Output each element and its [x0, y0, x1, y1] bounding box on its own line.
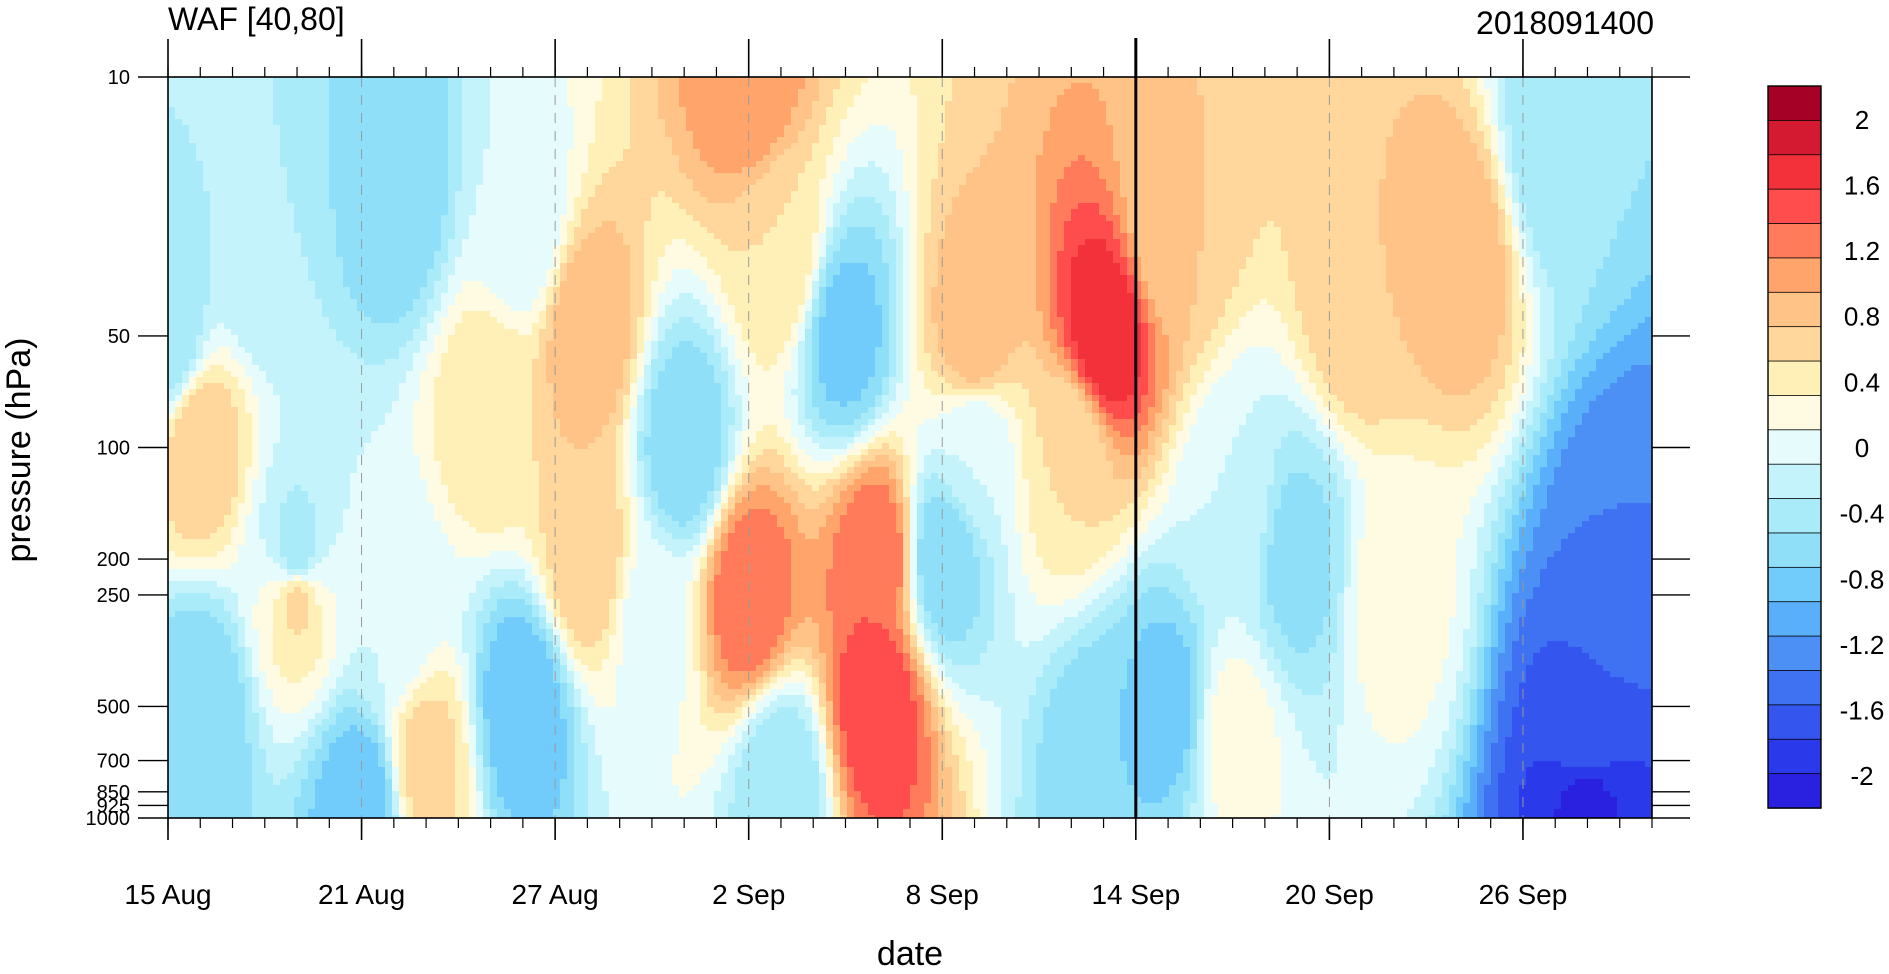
y-tick-label: 250 [97, 585, 130, 607]
y-tick-label: 100 [97, 438, 130, 460]
colorbar-swatch [1768, 292, 1821, 327]
y-tick-label: 700 [97, 751, 130, 773]
colorbar-swatch [1768, 739, 1821, 774]
y-tick-label: 10 [108, 67, 130, 89]
y-tick-label: 1000 [86, 808, 131, 830]
colorbar-swatch [1768, 774, 1821, 809]
chart-title: WAF [40,80] [168, 1, 345, 37]
y-tick-label: 500 [97, 696, 130, 718]
colorbar-tick-label: -2 [1850, 761, 1873, 791]
colorbar-tick-label: -0.4 [1840, 499, 1885, 529]
colorbar-swatch [1768, 567, 1821, 602]
colorbar-tick-label: 2 [1855, 105, 1869, 135]
colorbar-swatch [1768, 499, 1821, 534]
x-tick-label: 21 Aug [318, 879, 405, 910]
colorbar-swatch [1768, 705, 1821, 740]
colorbar-swatch [1768, 670, 1821, 705]
colorbar-tick-label: 1.2 [1844, 236, 1880, 266]
y-tick-label: 50 [108, 326, 130, 348]
x-tick-label: 27 Aug [512, 879, 599, 910]
colorbar-tick-label: 0.4 [1844, 367, 1880, 397]
colorbar-tick-label: 1.6 [1844, 170, 1880, 200]
colorbar-swatch [1768, 189, 1821, 224]
colorbar-swatch [1768, 602, 1821, 637]
y-axis-label: pressure (hPa) [0, 338, 38, 563]
colorbar-swatch [1768, 327, 1821, 362]
colorbar-tick-label: 0.8 [1844, 302, 1880, 332]
colorbar-tick-label: -1.2 [1840, 630, 1885, 660]
x-tick-label: 15 Aug [124, 879, 211, 910]
colorbar-swatch [1768, 636, 1821, 671]
x-tick-label: 20 Sep [1285, 879, 1374, 910]
x-tick-label: 8 Sep [906, 879, 979, 910]
colorbar-swatch [1768, 155, 1821, 190]
colorbar-swatch [1768, 533, 1821, 568]
colorbar-swatch [1768, 395, 1821, 430]
colorbar-tick-label: -0.8 [1840, 564, 1885, 594]
colorbar-tick-label: 0 [1855, 433, 1869, 463]
colorbar-swatch [1768, 120, 1821, 155]
colorbar-swatch [1768, 258, 1821, 293]
x-tick-label: 26 Sep [1479, 879, 1568, 910]
colorbar-swatch [1768, 430, 1821, 465]
x-axis-label: date [877, 935, 943, 969]
colorbar-swatch [1768, 224, 1821, 259]
y-tick-label: 200 [97, 549, 130, 571]
x-tick-label: 14 Sep [1091, 879, 1180, 910]
colorbar-tick-label: -1.6 [1840, 696, 1885, 726]
contour-field [168, 77, 1653, 822]
chart-subtitle-right: 2018091400 [1476, 5, 1654, 41]
x-tick-label: 2 Sep [712, 879, 785, 910]
colorbar: 2 1.6 1.2 0.8 0.4 0 -0.4 -0.8 -1.2 -1.6 -2 [1768, 86, 1884, 808]
colorbar-swatch [1768, 86, 1821, 121]
colorbar-swatch [1768, 361, 1821, 396]
colorbar-swatch [1768, 464, 1821, 499]
